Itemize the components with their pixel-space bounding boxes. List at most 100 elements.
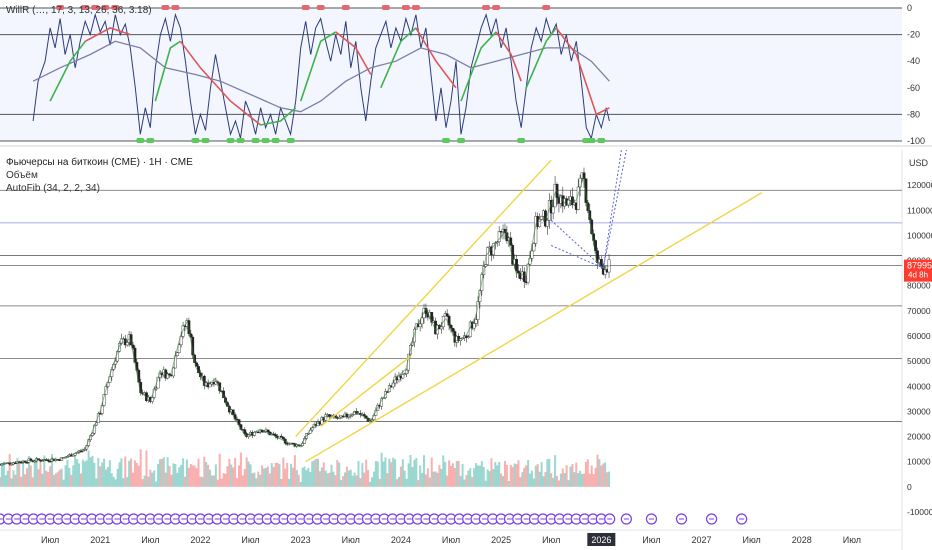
candle-body	[351, 414, 355, 416]
volume-bar	[147, 476, 150, 487]
volume-bar	[264, 467, 267, 487]
countdown-value: 4d 8h	[908, 271, 928, 280]
price-y-tick: 20000	[907, 432, 931, 442]
trend-line[interactable]	[295, 159, 552, 438]
candle-body	[25, 462, 29, 464]
volume-bar	[226, 466, 229, 487]
volume-bar	[550, 473, 553, 487]
candle-body	[445, 313, 449, 317]
volume-bar	[116, 468, 119, 487]
volume-bar	[274, 462, 277, 487]
candles	[0, 167, 611, 466]
volume-bar	[476, 465, 479, 487]
volume-bar	[182, 458, 185, 487]
volume-bar	[334, 475, 337, 487]
indicator-y-tick: -40	[907, 56, 920, 66]
x-tick-label: Июл	[642, 535, 660, 545]
volume-bar	[93, 463, 96, 487]
last-price-value: 87995	[907, 261, 932, 271]
x-tick-label: Июл	[141, 535, 159, 545]
volume-bar	[318, 471, 321, 487]
fib-fan-line[interactable]	[551, 149, 627, 269]
volume-bar	[18, 460, 21, 487]
volume-bar	[128, 460, 131, 487]
volume-bar	[139, 449, 142, 487]
volume-bar	[330, 464, 333, 487]
volume-bar	[515, 464, 518, 487]
price-y-axis[interactable]: 1200001100001000009000080000700006000050…	[907, 180, 932, 517]
last-price-badge: 87995 4d 8h	[904, 259, 932, 282]
volume-bar	[469, 468, 472, 487]
volume-bar	[228, 458, 231, 487]
volume-bar	[384, 457, 387, 487]
indicator-y-tick: -100	[907, 136, 925, 146]
volume-bar	[49, 466, 52, 487]
x-tick-label: 2021	[90, 535, 110, 545]
candle-body	[567, 199, 570, 206]
volume-bar	[365, 459, 368, 487]
event-markers[interactable]	[0, 513, 748, 525]
candle-body	[125, 342, 129, 346]
volume-bar	[513, 463, 516, 487]
volume-bar	[415, 458, 418, 487]
willr-signal-segment	[299, 31, 337, 102]
willr-signal-segment	[525, 27, 557, 89]
trend-line[interactable]	[305, 192, 763, 463]
volume-bar	[480, 461, 483, 487]
volume-bar	[502, 476, 505, 487]
fib-fan-lines[interactable]	[550, 149, 627, 270]
volume-bar	[363, 472, 366, 487]
oversold-marker	[236, 138, 245, 143]
volume-bar	[135, 462, 138, 487]
volume-bar	[261, 465, 264, 487]
volume-bar	[370, 477, 373, 487]
volume-bar	[16, 458, 19, 487]
volume-bar	[197, 458, 200, 487]
fib-fan-line[interactable]	[550, 149, 622, 270]
volume-bar	[241, 475, 244, 487]
volume-bar	[68, 467, 71, 487]
oversold-marker	[517, 138, 526, 143]
volume-bar	[388, 458, 391, 487]
volume-bar	[521, 472, 524, 487]
volume-bar	[0, 463, 3, 487]
indicator-y-axis: 0 -20 -40 -60 -80 -100	[907, 3, 925, 146]
time-x-axis[interactable]: Июл 2021 Июл 2022 Июл 2023 Июл 2024 Июл 2025 Июл 20…	[0, 529, 902, 546]
volume-bar	[268, 473, 271, 487]
candle-body	[472, 323, 476, 329]
volume-bar	[66, 459, 69, 487]
volume-bar	[413, 459, 416, 487]
volume-bar	[141, 479, 144, 487]
volume-bar	[434, 471, 437, 487]
volume-bar	[554, 455, 557, 487]
overbought-marker	[56, 5, 65, 10]
volume-bar	[569, 466, 572, 487]
volume-bar	[604, 462, 607, 487]
volume-bar	[174, 463, 177, 487]
volume-bar	[255, 478, 258, 487]
volume-bar	[253, 472, 256, 487]
candle-body	[530, 250, 534, 259]
trend-lines[interactable]	[295, 159, 763, 463]
volume-bar	[149, 469, 152, 487]
candle-body	[362, 414, 366, 417]
autofib-label: AutoFib (34, 2, 2, 34)	[6, 183, 100, 194]
candle-body	[540, 216, 543, 220]
volume-bar	[382, 461, 385, 487]
volume-bar	[62, 479, 65, 487]
volume-bar	[355, 475, 358, 487]
candle-body	[466, 336, 470, 339]
volume-bar	[507, 480, 510, 487]
candle-body	[266, 429, 270, 433]
trend-line[interactable]	[320, 355, 412, 428]
candle-body	[33, 460, 37, 463]
volume-bar	[56, 471, 59, 487]
candle-body	[584, 178, 588, 203]
currency-label[interactable]: USD	[909, 158, 929, 168]
price-y-tick: 70000	[907, 306, 931, 316]
volume-bar	[457, 460, 460, 487]
x-tick-label: Июл	[843, 535, 861, 545]
volume-bar	[89, 457, 92, 487]
volume-bar	[114, 479, 117, 487]
